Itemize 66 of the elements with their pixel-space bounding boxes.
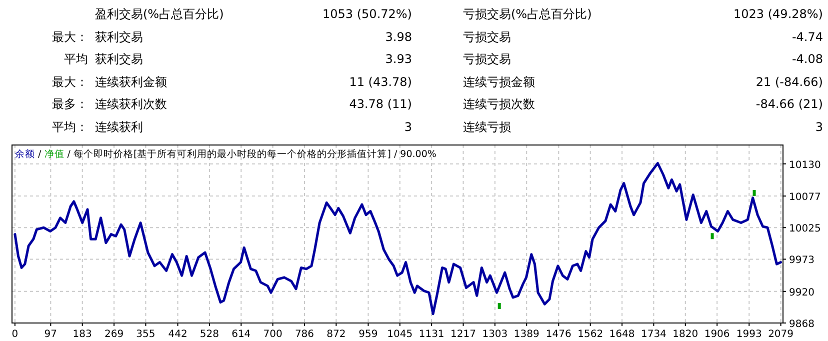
text: 1023 (49.28%)	[734, 7, 823, 21]
x-tick-label: 1389	[514, 329, 540, 340]
chart-title: 每个即时价格[基于所有可利用的最小时段的每一个价格的分形插值计算] / 90.00%	[74, 148, 436, 160]
x-tick-label: 1476	[546, 329, 572, 340]
x-tick-label: 1562	[578, 329, 604, 340]
text: 亏损交易(%占总百分比)	[463, 7, 592, 21]
x-tick-label: 614	[232, 329, 251, 340]
text: 连续获利金额	[95, 74, 167, 88]
text: 21 (-84.66)	[756, 74, 823, 88]
y-tick-label: 9973	[789, 255, 814, 266]
text: 净值	[44, 148, 68, 160]
x-tick-label: 1303	[482, 329, 508, 340]
text: 盈利交易(%占总百分比)	[95, 7, 224, 21]
text: 3.98	[385, 30, 412, 44]
x-tick-label: 2079	[768, 329, 794, 340]
text: 平均：	[52, 120, 88, 134]
x-tick-label: 1734	[640, 329, 666, 340]
x-tick-label: 1820	[672, 329, 698, 340]
annotation: /	[38, 149, 44, 160]
x-tick-label: 97	[44, 329, 58, 340]
x-tick-label: 355	[136, 329, 156, 340]
text: 亏损交易	[463, 30, 511, 44]
text: 最大：	[52, 30, 88, 44]
text: 3	[815, 120, 823, 134]
x-tick-label: 872	[326, 329, 346, 340]
text: 余额	[15, 148, 38, 160]
y-tick-label: 10130	[789, 160, 821, 171]
text: -4.08	[792, 52, 823, 66]
x-tick-label: 959	[358, 329, 378, 340]
x-tick-label: 1045	[387, 329, 413, 340]
text: 最多：	[52, 97, 88, 111]
y-tick-label: 10077	[789, 192, 821, 204]
x-tick-label: 700	[263, 329, 282, 340]
text: 最大：	[52, 74, 88, 88]
text: 获利交易	[95, 30, 143, 44]
text: 连续亏损金额	[463, 74, 535, 88]
x-tick-label: 1648	[609, 329, 635, 340]
text: 11 (43.78)	[349, 74, 412, 88]
text: 获利交易	[95, 52, 143, 66]
text: 3.93	[385, 52, 412, 66]
x-tick-label: 269	[104, 329, 124, 340]
x-tick-label: 183	[72, 329, 92, 340]
x-tick-label: 1131	[418, 329, 444, 340]
text: 43.78 (11)	[349, 97, 412, 111]
x-tick-label: 0	[12, 329, 18, 340]
text: -84.66 (21)	[756, 97, 823, 111]
y-tick-label: 9868	[789, 319, 814, 330]
x-tick-label: 442	[168, 329, 188, 340]
annotation: /	[67, 149, 74, 160]
y-tick-label: 10025	[789, 224, 821, 235]
text: 亏损交易	[463, 52, 511, 66]
x-tick-label: 1993	[736, 329, 762, 340]
text: 连续获利次数	[95, 97, 167, 111]
text: 3	[404, 120, 412, 134]
line-series	[14, 162, 782, 316]
x-tick-label: 786	[294, 329, 314, 340]
x-tick-label: 528	[200, 329, 219, 340]
y-tick-label: 9920	[789, 287, 814, 298]
x-tick-label: 1217	[450, 329, 476, 340]
text: 平均	[64, 52, 88, 66]
text: 连续获利	[95, 120, 143, 134]
x-tick-label: 1906	[704, 329, 730, 340]
text: 连续亏损次数	[463, 97, 535, 111]
text: 1053 (50.72%)	[322, 7, 412, 21]
text: 连续亏损	[463, 120, 511, 134]
text: -4.74	[792, 30, 823, 44]
